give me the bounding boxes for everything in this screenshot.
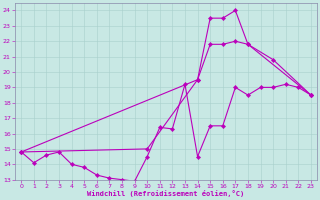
X-axis label: Windchill (Refroidissement éolien,°C): Windchill (Refroidissement éolien,°C) — [87, 190, 245, 197]
